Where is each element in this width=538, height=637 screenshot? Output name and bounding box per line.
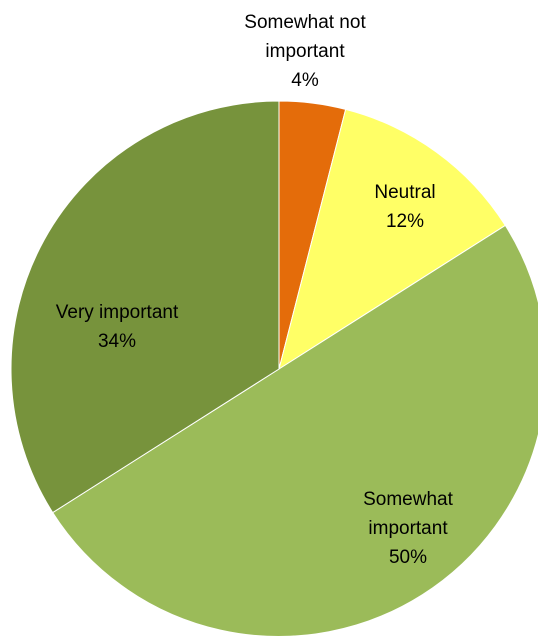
data-label-very-important: Very important 34% [56,302,179,352]
data-label-category: Neutral [374,182,435,203]
data-label-neutral: Neutral 12% [374,182,435,232]
pie-slice-very-important [10,100,280,514]
data-label-percent: 12% [386,211,424,232]
data-label-category: important [265,41,345,62]
data-label-category: Very important [56,302,179,323]
pie-slice-neutral [278,108,506,371]
data-label-percent: 4% [291,70,319,91]
data-label-somewhat-important: Somewhat important 50% [363,489,453,568]
data-label-category: Somewhat not [244,12,366,33]
data-label-category: important [368,518,448,539]
data-label-category: Somewhat [363,489,453,510]
pie-slices [10,100,538,637]
pie-data-labels: Somewhat not important 4% Neutral 12% Somewha… [56,12,454,568]
data-label-percent: 50% [389,547,427,568]
data-label-percent: 34% [98,331,136,352]
pie-slice-somewhat-important [52,224,538,637]
data-label-somewhat-not-important: Somewhat not important 4% [244,12,366,91]
